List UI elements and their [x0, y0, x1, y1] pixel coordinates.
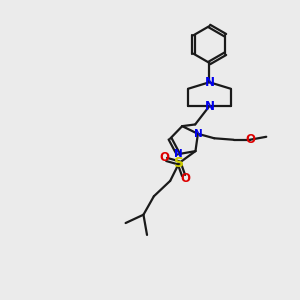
Text: N: N — [194, 129, 203, 139]
Text: O: O — [245, 133, 255, 146]
Text: O: O — [180, 172, 190, 185]
Text: S: S — [174, 156, 184, 170]
Text: N: N — [204, 76, 214, 89]
Text: N: N — [204, 100, 214, 112]
Text: N: N — [174, 149, 183, 159]
Text: O: O — [159, 152, 169, 164]
